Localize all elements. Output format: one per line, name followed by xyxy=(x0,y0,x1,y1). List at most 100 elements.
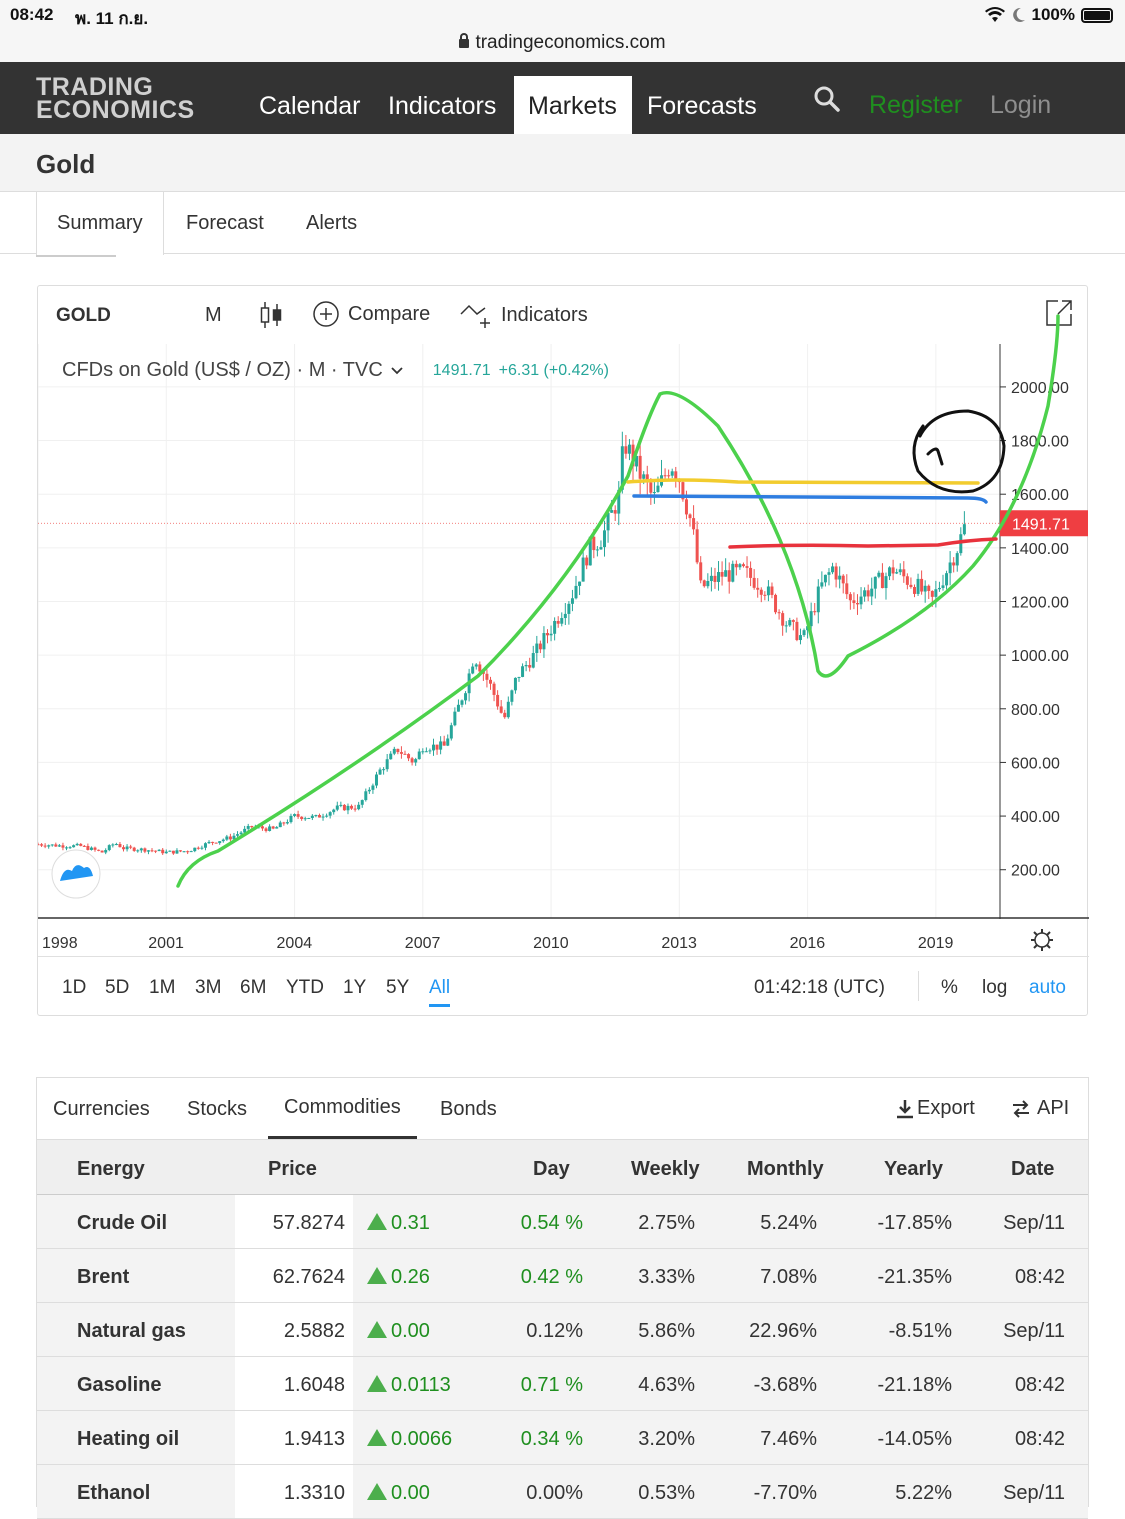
api-label: API xyxy=(1037,1097,1070,1119)
table-row[interactable]: Crude Oil 57.8274 0.31 0.54 % 2.75% 5.24% -17.… xyxy=(37,1195,1088,1249)
candle-body xyxy=(182,851,186,853)
symbol-label[interactable]: GOLD xyxy=(56,305,111,326)
indicators-button[interactable]: Indicators xyxy=(459,300,588,330)
range-6m[interactable]: 6M xyxy=(240,977,267,998)
range-ytd[interactable]: YTD xyxy=(286,977,324,998)
candle-body xyxy=(524,665,528,667)
commodity-date: Sep/11 xyxy=(1003,1320,1065,1342)
price-chart[interactable]: 200.00 400.00 600.00 800.00 1000.00 1200.00 14… xyxy=(38,286,1089,956)
commodity-name[interactable]: Crude Oil xyxy=(77,1212,168,1234)
x-tick-label: 2004 xyxy=(277,935,313,952)
fullscreen-icon[interactable] xyxy=(1044,298,1074,328)
candle-body xyxy=(396,748,400,753)
tab-commodities[interactable]: Commodities xyxy=(268,1076,417,1139)
main-navbar: TRADING ECONOMICS Calendar Indicators Ma… xyxy=(0,62,1125,134)
candle-type-icon[interactable] xyxy=(259,300,283,330)
url-bar[interactable]: tradingeconomics.com xyxy=(0,28,1125,62)
commodity-name[interactable]: Heating oil xyxy=(77,1428,180,1450)
range-5d[interactable]: 5D xyxy=(105,977,130,998)
candle-body xyxy=(364,791,368,801)
chart-bottom-bar: 1D 5D 1M 3M 6M YTD 1Y 5Y All 01:42:18 (U… xyxy=(38,956,1089,1016)
candle-body xyxy=(699,562,703,581)
tab-stocks[interactable]: Stocks xyxy=(187,1098,248,1120)
site-logo[interactable]: TRADING ECONOMICS xyxy=(36,75,195,123)
commodity-name[interactable]: Ethanol xyxy=(77,1482,151,1504)
interval-button[interactable]: M xyxy=(205,304,222,326)
candle-body xyxy=(122,847,126,850)
commodity-monthly: -3.68% xyxy=(753,1374,817,1396)
auto-toggle[interactable]: auto xyxy=(1029,977,1066,998)
nav-calendar[interactable]: Calendar xyxy=(259,92,361,120)
tab-summary[interactable]: Summary xyxy=(36,192,164,257)
compare-button[interactable]: Compare xyxy=(312,300,430,328)
candle-body xyxy=(54,844,58,847)
range-1d[interactable]: 1D xyxy=(62,977,87,998)
candle-body xyxy=(285,822,289,824)
log-toggle[interactable]: log xyxy=(982,977,1008,998)
candle-body xyxy=(531,653,535,668)
table-row[interactable]: Natural gas 2.5882 0.00 0.12% 5.86% 22.96% -8.… xyxy=(37,1303,1088,1357)
nav-indicators[interactable]: Indicators xyxy=(388,92,497,120)
candle-body xyxy=(328,812,332,816)
header-date: Date xyxy=(1011,1158,1055,1180)
candle-body xyxy=(916,578,920,594)
tab-currencies[interactable]: Currencies xyxy=(53,1098,150,1120)
commodity-day: 0.54 % xyxy=(520,1212,583,1234)
candle-body xyxy=(845,583,849,595)
chart-clock[interactable]: 01:42:18 (UTC) xyxy=(754,977,885,998)
chart-widget: GOLD M Compare Indicators 200.00 400.00 xyxy=(37,285,1089,1016)
price-cell-bg xyxy=(235,1357,353,1410)
candle-body xyxy=(749,567,753,578)
login-link[interactable]: Login xyxy=(990,91,1052,119)
candle-body xyxy=(763,594,767,596)
search-icon[interactable] xyxy=(812,84,842,114)
up-arrow-icon xyxy=(367,1267,387,1284)
candle-body xyxy=(431,744,435,751)
candle-body xyxy=(766,586,770,596)
api-button[interactable]: API xyxy=(1011,1097,1069,1120)
candle-body xyxy=(745,566,749,568)
candle-body xyxy=(774,594,778,613)
tradingview-logo[interactable] xyxy=(51,849,101,899)
tab-bonds[interactable]: Bonds xyxy=(440,1098,497,1120)
black-annotation-mark xyxy=(926,447,944,466)
commodity-name[interactable]: Gasoline xyxy=(77,1374,162,1396)
chart-title[interactable]: CFDs on Gold (US$ / OZ) · M · TVC xyxy=(62,359,383,381)
range-1y[interactable]: 1Y xyxy=(343,977,367,998)
candle-body xyxy=(374,774,378,786)
tab-forecast[interactable]: Forecast xyxy=(186,212,264,234)
commodity-name[interactable]: Brent xyxy=(77,1266,130,1288)
chevron-down-icon[interactable] xyxy=(391,366,403,375)
range-5y[interactable]: 5Y xyxy=(386,977,410,998)
candle-body xyxy=(221,839,225,842)
register-link[interactable]: Register xyxy=(869,91,963,119)
y-tick-label: 800.00 xyxy=(1011,702,1060,719)
y-tick-label: 1600.00 xyxy=(1011,487,1069,504)
candle-body xyxy=(902,569,906,577)
candle-body xyxy=(513,677,517,691)
table-row[interactable]: Gasoline 1.6048 0.0113 0.71 % 4.63% -3.68% -21… xyxy=(37,1357,1088,1411)
range-3m[interactable]: 3M xyxy=(195,977,222,998)
x-tick-label: 2016 xyxy=(790,935,826,952)
candle-body xyxy=(193,847,197,852)
candle-body xyxy=(873,576,877,589)
candle-body xyxy=(927,585,931,591)
candle-body xyxy=(260,826,264,829)
table-row[interactable]: Brent 62.7624 0.26 0.42 % 3.33% 7.08% -21.35% 0… xyxy=(37,1249,1088,1303)
percent-toggle[interactable]: % xyxy=(941,977,958,998)
nav-markets[interactable]: Markets xyxy=(514,76,632,134)
table-row[interactable]: Heating oil 1.9413 0.0066 0.34 % 3.20% 7.46% -… xyxy=(37,1411,1088,1465)
candle-body xyxy=(563,613,567,619)
candle-body xyxy=(114,844,118,846)
nav-forecasts[interactable]: Forecasts xyxy=(647,92,757,120)
commodity-name[interactable]: Natural gas xyxy=(77,1320,186,1342)
tab-alerts[interactable]: Alerts xyxy=(306,212,358,234)
commodity-price: 57.8274 xyxy=(272,1212,345,1234)
indicators-icon xyxy=(460,304,490,328)
settings-gear-icon[interactable] xyxy=(1031,929,1053,951)
table-row[interactable]: Ethanol 1.3310 0.00 0.00% 0.53% -7.70% 5.22% Se… xyxy=(37,1465,1088,1519)
candle-body xyxy=(503,712,507,718)
range-all[interactable]: All xyxy=(429,977,451,1007)
range-1m[interactable]: 1M xyxy=(149,977,176,998)
export-button[interactable]: Export xyxy=(895,1097,975,1120)
